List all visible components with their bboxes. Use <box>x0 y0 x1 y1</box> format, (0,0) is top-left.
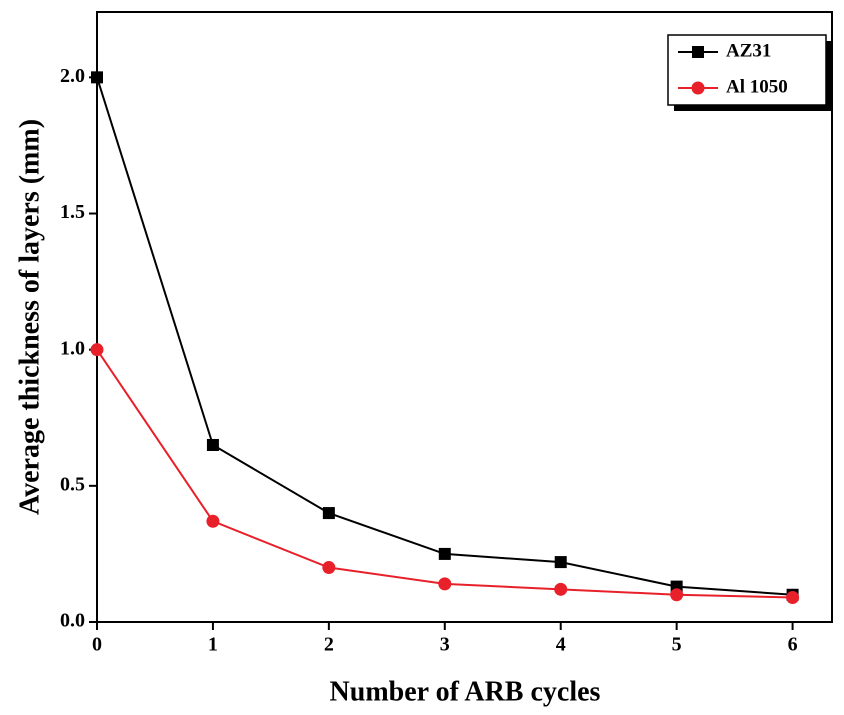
data-point <box>91 71 103 84</box>
y-tick-label: 1.0 <box>60 337 85 359</box>
data-point <box>322 561 336 575</box>
legend-label: AZ31 <box>726 40 771 61</box>
series-line <box>96 77 793 596</box>
data-point <box>90 343 104 357</box>
legend-label: Al 1050 <box>726 76 788 97</box>
plot-frame <box>96 11 833 623</box>
y-tick-label: 2.0 <box>60 65 85 87</box>
y-axis-title: Average thickness of layers (mm) <box>14 119 45 515</box>
data-point <box>554 556 567 569</box>
x-tick-label: 5 <box>672 634 682 656</box>
data-point <box>670 588 684 602</box>
x-tick-label: 1 <box>208 634 218 656</box>
x-tick-label: 0 <box>92 634 102 656</box>
x-tick-label: 3 <box>440 634 450 656</box>
x-tick-label: 2 <box>324 634 334 656</box>
legend-marker <box>692 46 704 58</box>
data-point <box>206 438 219 451</box>
data-point <box>322 507 335 520</box>
data-point <box>554 582 568 596</box>
data-point <box>206 514 220 528</box>
data-point <box>786 590 800 604</box>
series-line <box>96 349 793 599</box>
data-point <box>438 547 451 560</box>
y-tick-label: 0.0 <box>60 610 85 632</box>
y-tick-label: 1.5 <box>60 201 85 223</box>
legend-marker <box>691 81 705 95</box>
x-tick-label: 6 <box>788 634 798 656</box>
y-tick-label: 0.5 <box>60 473 85 495</box>
data-point <box>438 577 452 591</box>
x-tick-label: 4 <box>556 634 566 656</box>
x-axis-title: Number of ARB cycles <box>330 676 601 707</box>
